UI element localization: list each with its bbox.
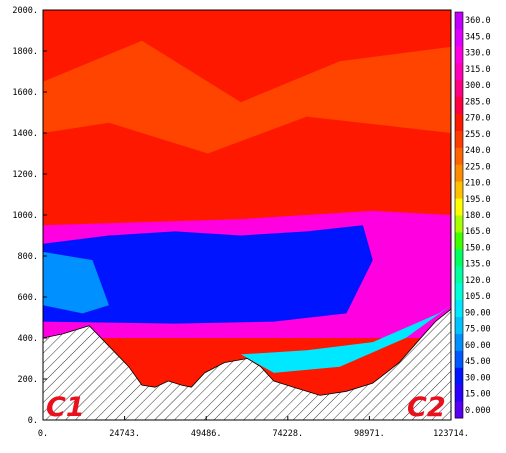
colorbar-swatch — [455, 316, 463, 334]
colorbar-label: 30.00 — [465, 373, 491, 383]
colorbar-label: 330.0 — [465, 49, 491, 59]
colorbar-swatch — [455, 62, 463, 81]
colorbar-label: 75.00 — [465, 325, 491, 335]
colorbar-swatch — [455, 147, 463, 165]
y-tick-label: 1800. — [12, 47, 38, 57]
colorbar-label: 255.0 — [465, 130, 491, 140]
colorbar-label: 195.0 — [465, 195, 491, 205]
colorbar-label: 270.0 — [465, 114, 491, 124]
colorbar-label: 180.0 — [465, 211, 491, 221]
contour-field — [43, 10, 451, 420]
colorbar-frame — [454, 11, 464, 419]
y-tick-label: 400. — [18, 334, 38, 344]
colorbar-label: 120.0 — [465, 276, 491, 286]
x-tick-label: 49486. — [191, 429, 222, 439]
colorbar: 0.000 15.00 30.00 45.00 60.00 75.00 90.00 105.0… — [454, 11, 491, 419]
colorbar-swatch — [455, 265, 463, 284]
region-light-blue — [43, 251, 109, 314]
y-tick-label: 1200. — [12, 170, 38, 180]
colorbar-label: 45.00 — [465, 357, 491, 367]
colorbar-label: 210.0 — [465, 179, 491, 189]
colorbar-swatch — [455, 164, 463, 182]
colorbar-swatch — [455, 248, 463, 267]
colorbar-swatch — [455, 28, 463, 47]
colorbar-label: 15.00 — [465, 390, 491, 400]
colorbar-swatch — [455, 282, 463, 301]
colorbar-label: 165.0 — [465, 227, 491, 237]
colorbar-swatch — [455, 96, 463, 114]
colorbar-swatch — [455, 299, 463, 317]
corner-label-left: C1 — [46, 392, 85, 423]
colorbar-swatch — [455, 79, 463, 98]
x-axis: 0. 24743. 49486. 74228. 98971. 123714. — [38, 416, 469, 439]
region-cyan — [240, 305, 451, 373]
colorbar-swatch — [455, 231, 463, 250]
x-tick-label: 123714. — [433, 429, 469, 439]
colorbar-label: 225.0 — [465, 162, 491, 172]
colorbar-label: 105.0 — [465, 292, 491, 302]
colorbar-label: 90.00 — [465, 308, 491, 318]
colorbar-swatch — [455, 367, 463, 385]
colorbar-swatch — [455, 130, 463, 148]
colorbar-swatch — [455, 333, 463, 351]
colorbar-label: 360.0 — [465, 16, 491, 26]
x-tick-label: 74228. — [272, 429, 303, 439]
colorbar-label: 240.0 — [465, 146, 491, 156]
colorbar-swatch — [455, 12, 463, 30]
region-blue-core — [43, 225, 373, 324]
x-tick-label: 24743. — [109, 429, 140, 439]
terrain-hatch — [43, 308, 451, 420]
y-tick-label: 1000. — [12, 211, 38, 221]
colorbar-swatch — [455, 401, 463, 419]
colorbar-label: 60.00 — [465, 341, 491, 351]
y-tick-label: 0. — [28, 416, 38, 426]
colorbar-swatch — [455, 181, 463, 199]
y-tick-label: 600. — [18, 293, 38, 303]
colorbar-label: 150.0 — [465, 243, 491, 253]
colorbar-label: 315.0 — [465, 65, 491, 75]
x-tick-label: 98971. — [354, 429, 385, 439]
colorbar-swatch — [455, 45, 463, 64]
colorbar-swatch — [455, 384, 463, 402]
colorbar-swatch — [455, 215, 463, 233]
plot-area — [43, 10, 451, 420]
colorbar-swatch — [455, 198, 463, 216]
colorbar-label: 345.0 — [465, 32, 491, 42]
y-tick-label: 1400. — [12, 129, 38, 139]
x-tick-label: 0. — [38, 429, 48, 439]
y-axis: 0. 200. 400. 600. 800. 1000. 1200. 1400. 1600. 18… — [12, 6, 47, 426]
colorbar-label: 0.000 — [465, 406, 491, 416]
colorbar-label: 285.0 — [465, 97, 491, 107]
y-tick-label: 200. — [18, 375, 38, 385]
corner-label-right: C2 — [407, 392, 446, 423]
y-tick-label: 2000. — [12, 6, 38, 16]
y-tick-label: 1600. — [12, 88, 38, 98]
y-tick-label: 800. — [18, 252, 38, 262]
colorbar-swatch — [455, 350, 463, 368]
colorbar-swatch — [455, 113, 463, 131]
colorbar-label: 135.0 — [465, 260, 491, 270]
colorbar-label: 300.0 — [465, 81, 491, 91]
